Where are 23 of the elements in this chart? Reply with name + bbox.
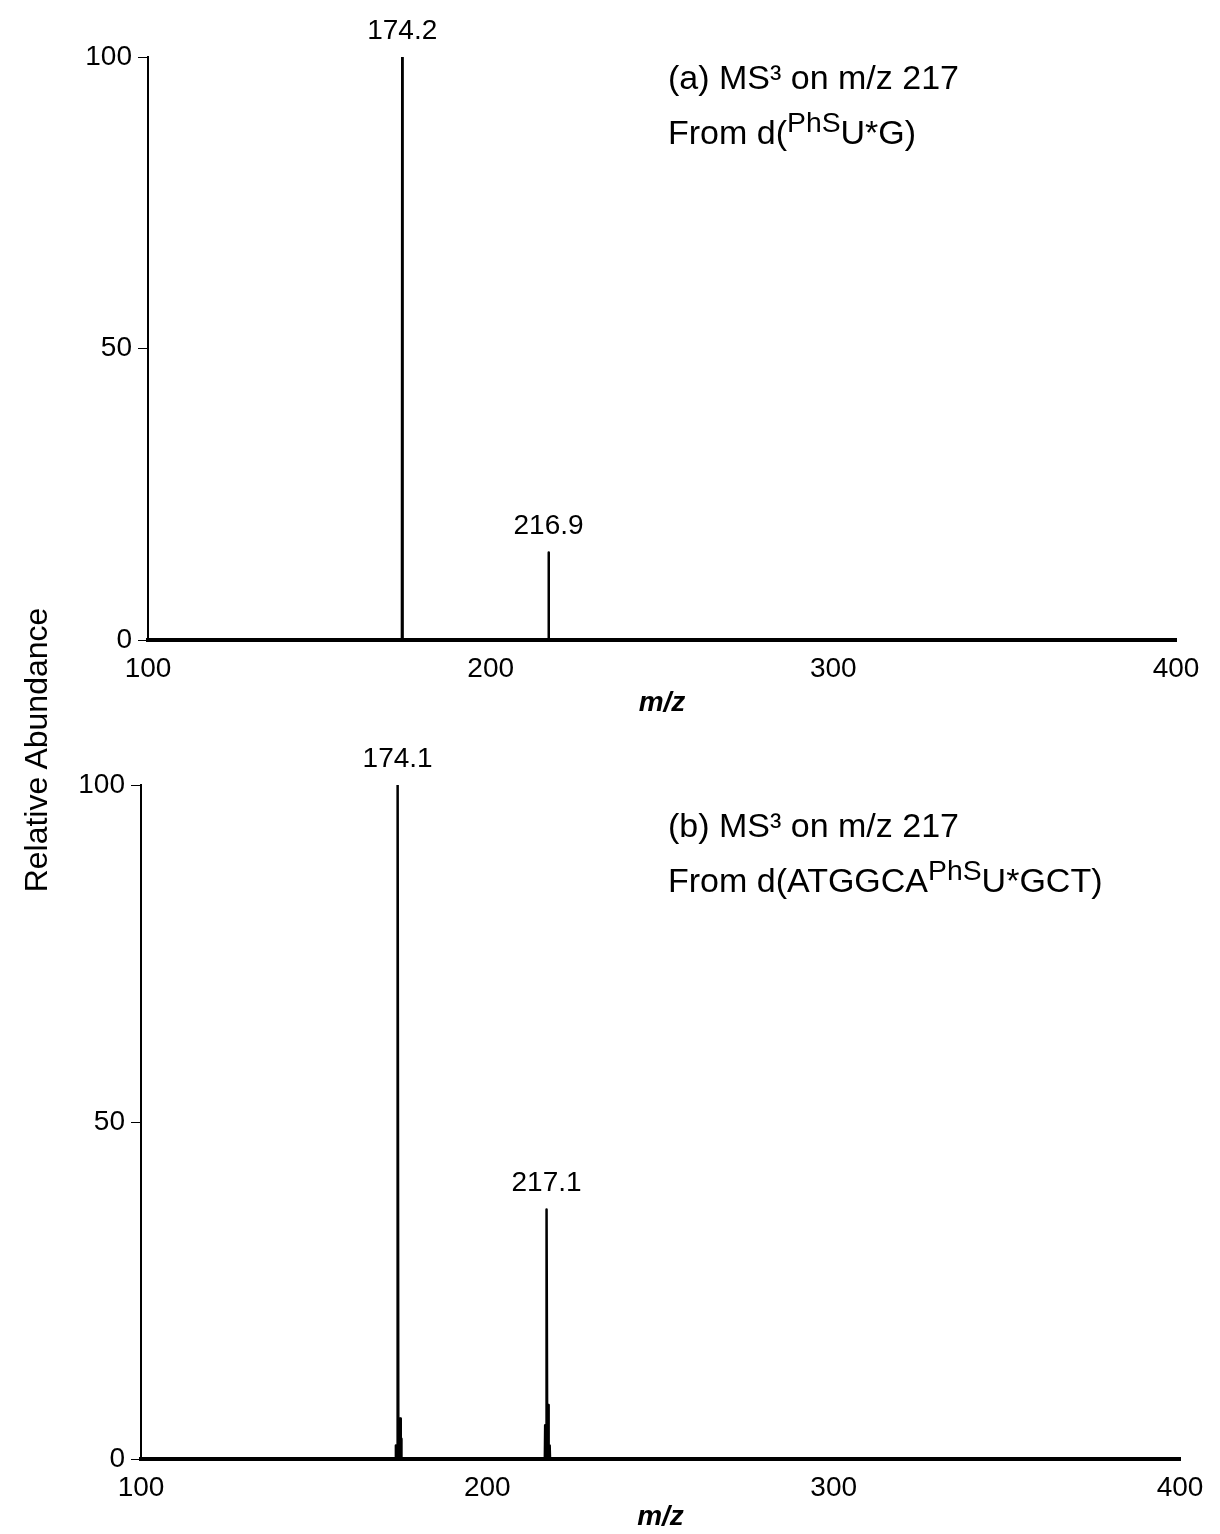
x-tick-label: 400 [1152, 651, 1200, 683]
x-tick-label: 400 [1156, 1470, 1204, 1502]
text: From d(ATGGCA$^{PhS}$U*GCT) [668, 854, 1103, 900]
y-tick-label: 100 [78, 767, 125, 799]
annotation: 174.1 [362, 741, 433, 773]
y-axis-title: Relative Abundance [17, 607, 55, 893]
annotation: 217.1 [511, 1166, 582, 1198]
annotation: 216.9 [513, 509, 584, 541]
y-tick-label: 50 [93, 1104, 125, 1136]
chart-title: (a) MS³ on m/z 217 [668, 58, 959, 96]
x-tick-label: 200 [467, 651, 515, 683]
x-axis-title: m/z [638, 685, 686, 717]
x-tick-label: 300 [810, 1470, 858, 1502]
text: From d($^{PhS}$U*G) [668, 106, 917, 152]
y-tick-label: 50 [100, 331, 132, 363]
x-axis-title: m/z [637, 1499, 684, 1531]
y-tick-label: 0 [116, 622, 132, 654]
y-tick-label: 0 [109, 1441, 125, 1473]
x-tick-label: 200 [463, 1470, 511, 1502]
y-tick-label: 100 [85, 39, 132, 71]
annotation: 174.2 [367, 13, 438, 45]
x-tick-label: 300 [809, 651, 857, 683]
text: (b) MS³ on m/z 217 [668, 806, 959, 844]
